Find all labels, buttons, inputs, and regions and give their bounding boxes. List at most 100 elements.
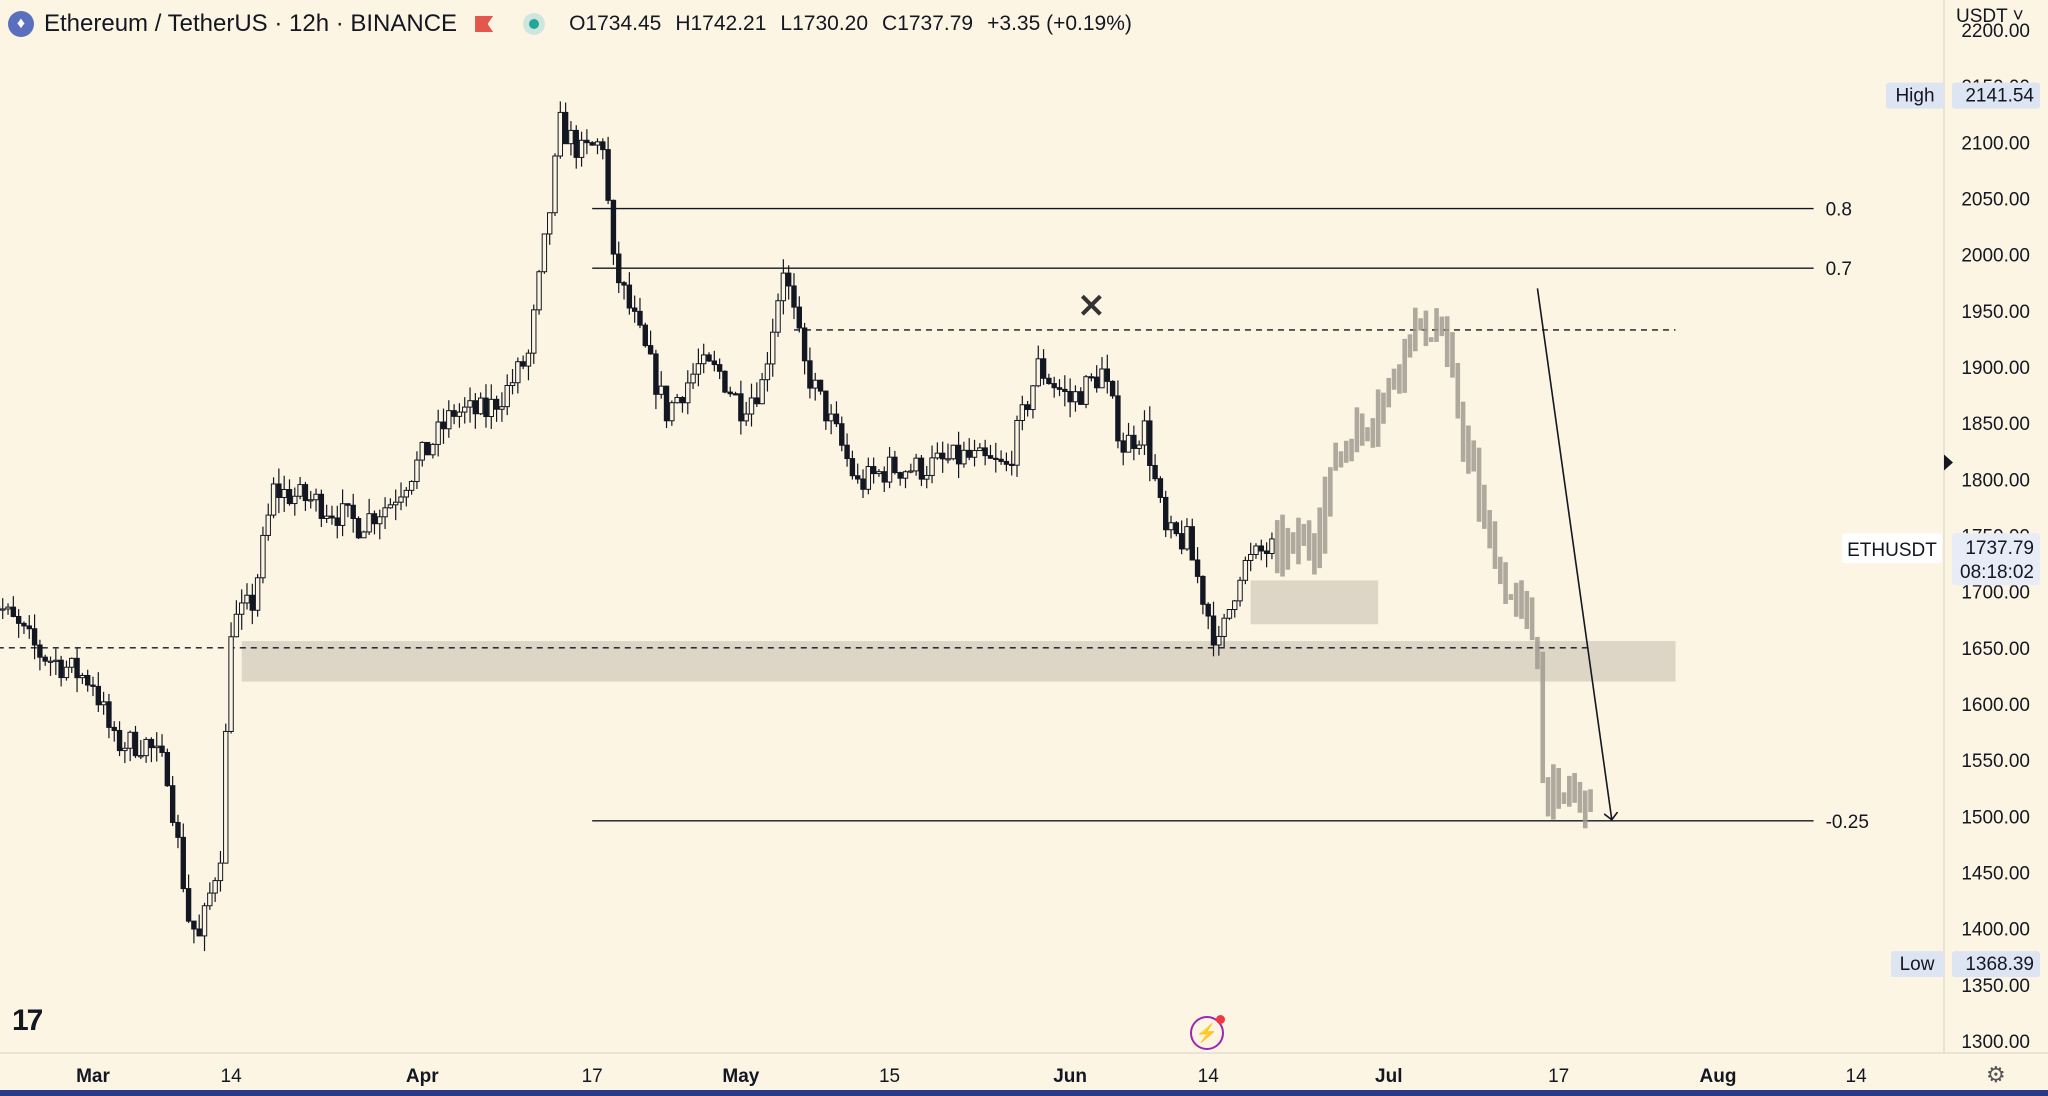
candle[interactable] <box>1232 599 1238 618</box>
candle[interactable] <box>1247 542 1254 572</box>
candle[interactable] <box>313 488 319 512</box>
candle[interactable] <box>1056 379 1063 397</box>
candle[interactable] <box>1072 385 1079 412</box>
candle[interactable] <box>1120 432 1126 466</box>
candle[interactable] <box>1178 520 1185 555</box>
candle[interactable] <box>270 477 277 519</box>
candle[interactable] <box>647 330 654 355</box>
candle[interactable] <box>1263 542 1270 568</box>
candle[interactable] <box>462 397 468 424</box>
candle[interactable] <box>982 439 988 466</box>
candle[interactable] <box>1168 515 1174 539</box>
candle[interactable] <box>1115 380 1121 449</box>
candle[interactable] <box>440 408 447 444</box>
candle[interactable] <box>63 660 70 681</box>
candle[interactable] <box>84 669 91 692</box>
candle[interactable] <box>913 453 919 476</box>
candle[interactable] <box>228 622 234 734</box>
candle[interactable] <box>637 297 643 329</box>
candle[interactable] <box>1104 354 1110 394</box>
candle[interactable] <box>318 489 325 527</box>
candle[interactable] <box>276 468 282 514</box>
candle[interactable] <box>1040 349 1047 385</box>
candle[interactable] <box>679 396 686 413</box>
candle[interactable] <box>950 444 956 461</box>
candle[interactable] <box>998 450 1004 465</box>
candle[interactable] <box>865 457 872 495</box>
candle[interactable] <box>169 775 176 827</box>
candle[interactable] <box>164 748 171 787</box>
candle[interactable] <box>175 814 181 849</box>
candle[interactable] <box>663 385 670 429</box>
candle[interactable] <box>323 504 330 524</box>
candle[interactable] <box>254 574 261 617</box>
candle[interactable] <box>0 598 6 620</box>
candle[interactable] <box>1173 521 1180 537</box>
candle[interactable] <box>605 136 611 205</box>
candle[interactable] <box>334 505 340 539</box>
candle[interactable] <box>366 498 372 535</box>
candle[interactable] <box>1194 547 1201 584</box>
candle[interactable] <box>961 441 967 468</box>
candle[interactable] <box>706 352 712 362</box>
candle[interactable] <box>674 393 680 404</box>
candle[interactable] <box>37 639 43 671</box>
gear-icon[interactable]: ⚙ <box>1986 1062 2006 1087</box>
candle[interactable] <box>297 476 303 500</box>
candle[interactable] <box>201 902 208 952</box>
candle[interactable] <box>876 469 882 477</box>
candle[interactable] <box>95 672 102 712</box>
candle[interactable] <box>918 454 925 487</box>
candle[interactable] <box>860 469 866 498</box>
candle[interactable] <box>504 374 510 416</box>
candle[interactable] <box>807 347 813 399</box>
candle[interactable] <box>716 358 723 380</box>
candle[interactable] <box>844 433 850 467</box>
candle[interactable] <box>993 442 999 473</box>
candle[interactable] <box>414 451 420 490</box>
candle[interactable] <box>74 647 80 693</box>
candle[interactable] <box>223 723 229 864</box>
candle[interactable] <box>377 509 383 540</box>
candle[interactable] <box>42 654 48 666</box>
candle[interactable] <box>1136 440 1142 455</box>
candle[interactable] <box>483 384 489 428</box>
flash-icon[interactable]: ⚡ <box>1190 1015 1225 1050</box>
candle[interactable] <box>430 442 436 459</box>
price-zone-2[interactable] <box>1250 580 1379 625</box>
candle[interactable] <box>849 450 856 480</box>
candle[interactable] <box>1269 532 1275 560</box>
candle[interactable] <box>127 730 133 762</box>
candle[interactable] <box>902 470 909 489</box>
candle[interactable] <box>499 392 505 422</box>
candle[interactable] <box>573 125 579 169</box>
candle[interactable] <box>1184 518 1190 551</box>
candle[interactable] <box>1253 543 1259 559</box>
candle[interactable] <box>1014 415 1020 477</box>
candle[interactable] <box>5 603 11 615</box>
candle[interactable] <box>90 676 96 697</box>
candle[interactable] <box>764 352 771 392</box>
candle[interactable] <box>1019 395 1026 431</box>
candle[interactable] <box>106 693 112 739</box>
candle[interactable] <box>748 383 755 427</box>
candle[interactable] <box>345 503 351 518</box>
candle[interactable] <box>600 138 606 160</box>
candle[interactable] <box>621 281 627 300</box>
candle[interactable] <box>15 609 22 638</box>
candle[interactable] <box>419 441 425 467</box>
tradingview-logo-icon[interactable]: 17 <box>12 1004 43 1037</box>
candle[interactable] <box>154 732 160 762</box>
candle[interactable] <box>1131 425 1137 461</box>
candle[interactable] <box>1189 518 1195 561</box>
candle[interactable] <box>653 349 659 410</box>
candle[interactable] <box>1141 410 1148 455</box>
candle[interactable] <box>966 438 972 461</box>
candle[interactable] <box>238 589 245 630</box>
candle[interactable] <box>1051 376 1057 398</box>
candle[interactable] <box>892 450 898 475</box>
candle[interactable] <box>796 296 802 333</box>
candle[interactable] <box>738 380 744 435</box>
candle[interactable] <box>828 404 834 435</box>
candle[interactable] <box>929 445 935 484</box>
